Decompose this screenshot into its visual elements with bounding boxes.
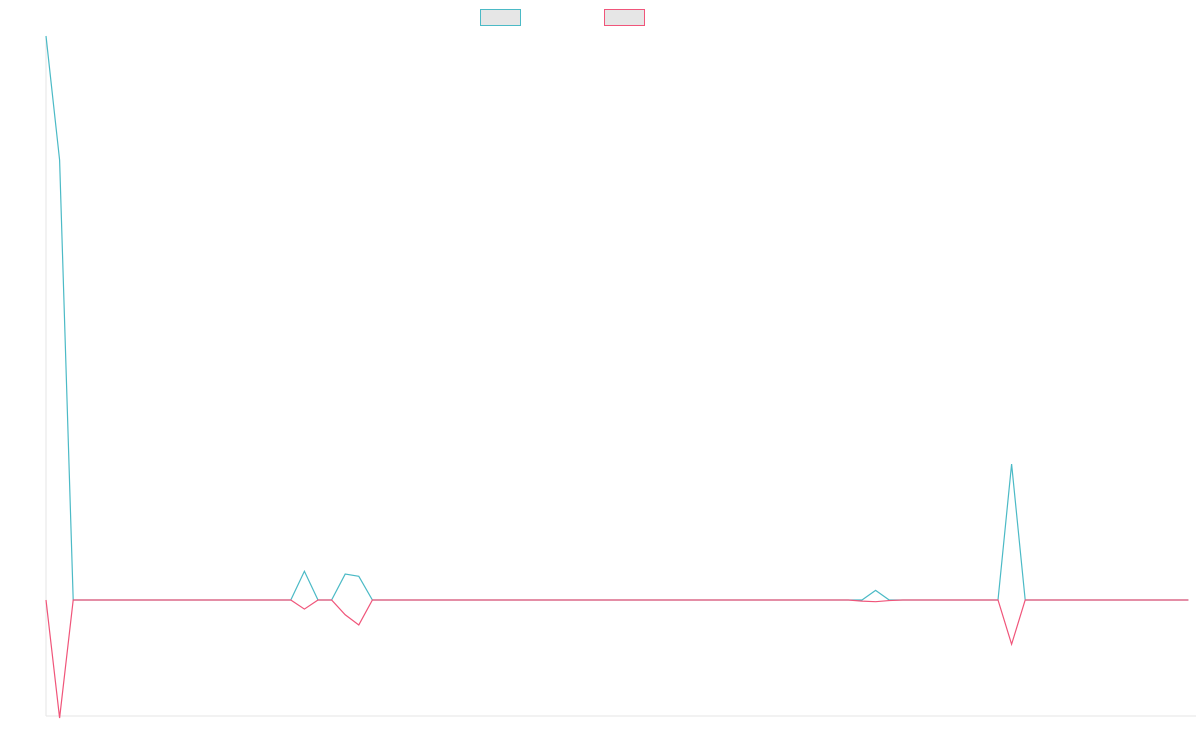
chart-series [45,35,1189,719]
chart-legend [480,9,645,26]
chart-axes [45,36,1196,717]
legend-swatch-series-2 [604,9,645,26]
series-line-2 [45,599,1189,719]
series-line-1 [45,35,1189,601]
legend-swatch-series-1 [480,9,521,26]
